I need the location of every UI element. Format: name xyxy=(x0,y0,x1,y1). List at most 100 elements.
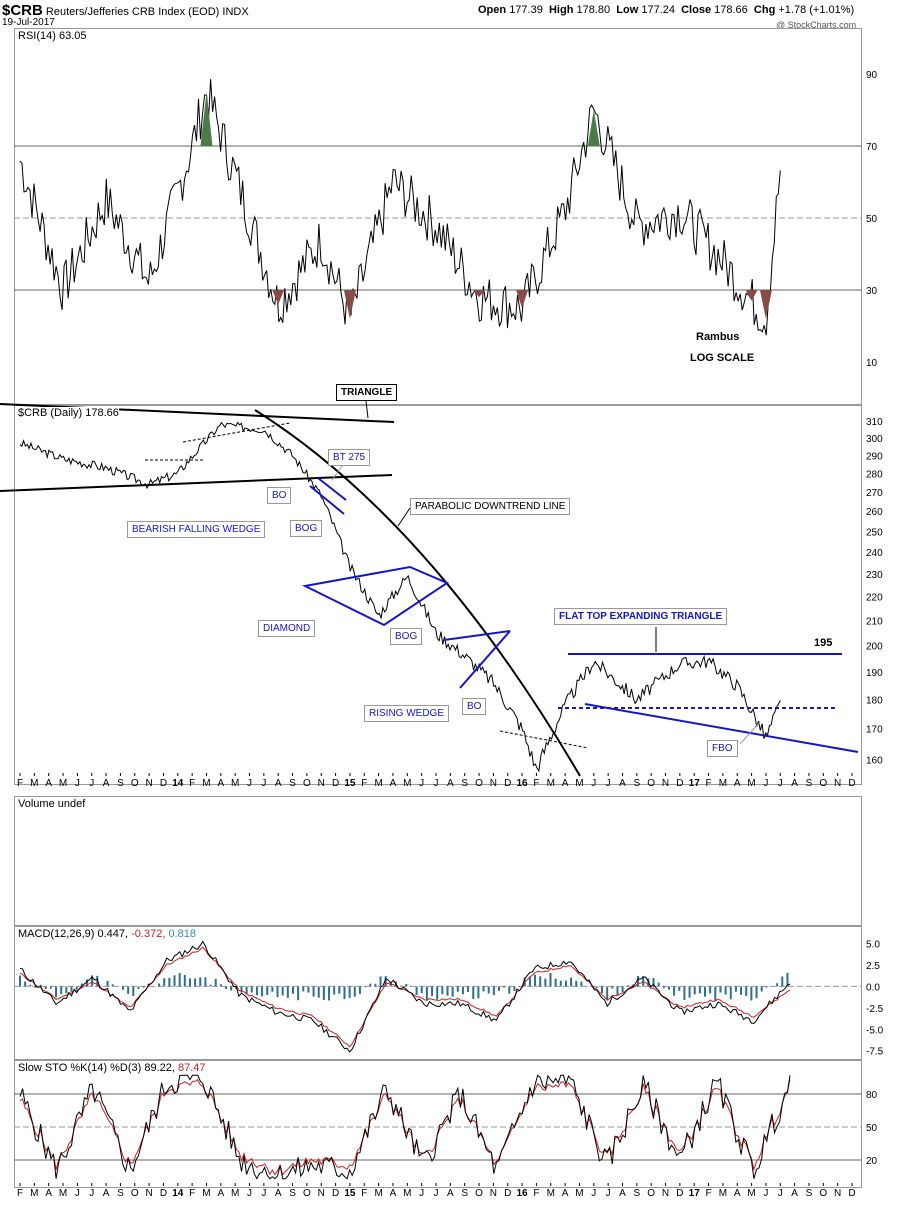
month-tick: S xyxy=(806,778,813,789)
expanding-lower-line xyxy=(584,703,859,753)
month-tick: J xyxy=(419,778,424,789)
month-tick: J xyxy=(763,1188,768,1199)
rising-wedge-callout: RISING WEDGE xyxy=(364,705,450,722)
diamond-callout: DIAMOND xyxy=(258,620,316,637)
volume-panel xyxy=(14,796,862,926)
wedge-line-1 xyxy=(317,477,347,501)
header-date: 19-Jul-2017 xyxy=(2,17,55,28)
price-tick: 160 xyxy=(866,756,883,767)
month-tick: J xyxy=(419,1188,424,1199)
exchange: INDX xyxy=(222,6,249,18)
month-tick: A xyxy=(103,1188,110,1199)
month-tick: J xyxy=(606,778,611,789)
month-tick: N xyxy=(318,1188,325,1199)
rsi-overbought-fill xyxy=(200,92,213,146)
month-tick: A xyxy=(390,1188,397,1199)
month-tick: J xyxy=(763,778,768,789)
month-tick: A xyxy=(45,778,52,789)
month-tick: F xyxy=(189,1188,195,1199)
rsi-tick: 70 xyxy=(866,142,878,153)
month-tick: N xyxy=(662,1188,669,1199)
rising-wedge-lower xyxy=(459,630,511,689)
rsi-oversold-fill xyxy=(745,290,758,301)
bearish-falling-wedge-callout: BEARISH FALLING WEDGE xyxy=(127,521,266,538)
macd-label: MACD(12,26,9) 0.447, -0.372, 0.818 xyxy=(18,928,196,940)
month-tick: 14 xyxy=(172,778,184,789)
rising-wedge-upper xyxy=(443,630,511,641)
month-tick: A xyxy=(447,1188,454,1199)
month-tick: M xyxy=(747,1188,755,1199)
parabolic-pointer xyxy=(397,507,411,527)
rsi-oversold-fill xyxy=(343,290,356,319)
month-tick: A xyxy=(619,778,626,789)
fbo-pointer xyxy=(739,721,761,745)
month-tick: A xyxy=(734,1188,741,1199)
month-tick: S xyxy=(289,778,296,789)
month-tick: J xyxy=(247,1188,252,1199)
month-tick: M xyxy=(202,1188,210,1199)
macd-tick: 0.0 xyxy=(866,982,880,993)
month-tick: M xyxy=(374,778,382,789)
sto-tick: 20 xyxy=(866,1156,878,1167)
month-tick: D xyxy=(504,778,511,789)
volume-label: Volume undef xyxy=(18,798,86,810)
month-tick: D xyxy=(676,1188,683,1199)
sto-k-line xyxy=(19,1074,791,1180)
month-tick: N xyxy=(145,778,152,789)
month-tick: F xyxy=(533,778,539,789)
month-tick: J xyxy=(606,1188,611,1199)
month-tick: J xyxy=(89,1188,94,1199)
rsi-tick: 10 xyxy=(866,358,878,369)
month-tick: A xyxy=(217,1188,224,1199)
month-tick: M xyxy=(374,1188,382,1199)
month-tick: A xyxy=(734,778,741,789)
macd-signal-line xyxy=(19,946,791,1048)
triangle-callout: TRIANGLE xyxy=(336,384,398,401)
month-tick: 16 xyxy=(517,1188,529,1199)
bottom-dashed xyxy=(499,730,589,749)
rsi-line xyxy=(19,79,781,336)
month-tick: M xyxy=(547,1188,555,1199)
month-tick: J xyxy=(75,778,80,789)
month-tick: M xyxy=(403,1188,411,1199)
rsi-overbought-fill xyxy=(587,110,600,146)
sto-label: Slow STO %K(14) %D(3) 89.22, 87.47 xyxy=(18,1062,206,1074)
macd-line xyxy=(19,940,791,1053)
month-tick: M xyxy=(719,1188,727,1199)
triangle-pointer xyxy=(365,400,369,419)
price-tick: 190 xyxy=(866,668,883,679)
month-tick: M xyxy=(575,1188,583,1199)
price-tick: 280 xyxy=(866,469,883,480)
month-tick: A xyxy=(562,1188,569,1199)
month-tick: F xyxy=(17,778,23,789)
parabolic-downtrend-line xyxy=(254,409,581,777)
triangle-lower-line xyxy=(0,474,393,492)
month-tick: A xyxy=(275,1188,282,1199)
month-tick: A xyxy=(103,778,110,789)
month-tick: F xyxy=(361,778,367,789)
month-tick: M xyxy=(30,1188,38,1199)
rsi-oversold-fill xyxy=(516,290,529,308)
month-tick: 17 xyxy=(689,1188,701,1199)
month-tick: F xyxy=(705,778,711,789)
month-tick: N xyxy=(834,1188,841,1199)
sto-tick: 80 xyxy=(866,1090,878,1101)
bo-callout-1: BO xyxy=(267,487,292,504)
price-tick: 270 xyxy=(866,488,883,499)
watermark: @ StockCharts.com xyxy=(776,20,857,30)
month-tick: D xyxy=(848,778,855,789)
month-tick: S xyxy=(633,778,640,789)
price-tick: 260 xyxy=(866,507,883,518)
month-tick: 15 xyxy=(344,1188,356,1199)
month-tick: J xyxy=(89,778,94,789)
month-tick: F xyxy=(189,778,195,789)
month-tick: J xyxy=(75,1188,80,1199)
price-label: $CRB (Daily) 178.66 xyxy=(18,407,119,419)
month-tick: 16 xyxy=(517,778,529,789)
month-tick: M xyxy=(59,778,67,789)
bog-callout-1: BOG xyxy=(290,520,323,537)
rsi-oversold-fill xyxy=(473,290,486,298)
month-tick: J xyxy=(778,1188,783,1199)
month-tick: A xyxy=(562,778,569,789)
flat-top-callout: FLAT TOP EXPANDING TRIANGLE xyxy=(554,608,728,625)
